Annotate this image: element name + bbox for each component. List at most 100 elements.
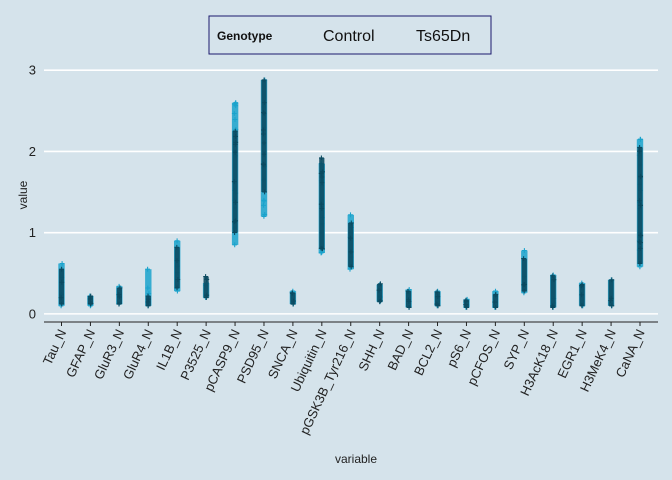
point-control	[348, 212, 353, 218]
point-ts65dn	[406, 297, 411, 303]
point-ts65dn	[637, 148, 642, 154]
point-ts65dn	[434, 301, 440, 307]
point-ts65dn	[59, 279, 65, 285]
point-control	[231, 111, 237, 116]
point-ts65dn	[521, 282, 527, 288]
point-ts65dn	[608, 295, 614, 301]
point-ts65dn	[116, 301, 122, 307]
point-control	[261, 202, 266, 208]
data-column-ts65dn	[290, 292, 296, 305]
point-ts65dn	[637, 261, 643, 266]
data-column-ts65dn	[550, 275, 556, 308]
point-ts65dn	[59, 266, 64, 272]
data-column-ts65dn	[463, 300, 469, 308]
y-tick-label: 1	[29, 225, 36, 240]
point-ts65dn	[348, 264, 354, 270]
data-column-ts65dn	[58, 269, 65, 305]
point-ts65dn	[261, 151, 267, 157]
point-ts65dn	[406, 305, 412, 310]
point-control	[174, 238, 180, 244]
point-ts65dn	[174, 285, 180, 291]
point-ts65dn	[291, 298, 296, 304]
point-ts65dn	[261, 127, 266, 133]
point-ts65dn	[233, 199, 238, 205]
point-ts65dn	[318, 245, 324, 251]
point-ts65dn	[492, 299, 498, 305]
point-ts65dn	[638, 202, 643, 208]
point-ts65dn	[378, 281, 383, 287]
y-tick-label: 0	[29, 306, 36, 321]
point-ts65dn	[261, 77, 267, 83]
point-ts65dn	[58, 295, 64, 301]
point-ts65dn	[493, 292, 498, 298]
point-control	[261, 198, 267, 204]
y-axis-title: value	[16, 180, 30, 209]
point-ts65dn	[233, 134, 238, 139]
point-control	[145, 285, 151, 291]
point-ts65dn	[638, 240, 643, 245]
point-ts65dn	[550, 303, 555, 309]
point-ts65dn	[348, 220, 354, 226]
data-column-ts65dn	[377, 283, 383, 302]
legend-box	[208, 15, 492, 55]
point-ts65dn	[463, 302, 469, 307]
point-ts65dn	[232, 128, 238, 134]
point-ts65dn	[117, 285, 123, 291]
legend-entries: Control Ts65Dn	[323, 28, 470, 45]
point-ts65dn	[319, 174, 325, 180]
point-ts65dn	[204, 292, 210, 298]
point-ts65dn	[550, 273, 556, 279]
point-ts65dn	[551, 277, 557, 283]
point-ts65dn	[493, 305, 499, 310]
data-column-ts65dn	[174, 247, 180, 288]
point-ts65dn	[175, 277, 181, 282]
point-ts65dn	[521, 256, 526, 261]
data-column-ts65dn	[203, 276, 209, 298]
point-ts65dn	[88, 301, 94, 306]
point-control	[232, 242, 238, 248]
point-ts65dn	[290, 290, 295, 296]
point-ts65dn	[260, 161, 266, 167]
data-points	[58, 32, 644, 310]
point-control	[145, 266, 150, 272]
point-control	[146, 291, 152, 296]
point-ts65dn	[262, 189, 267, 195]
legend-label-ts65dn: Ts65Dn	[416, 28, 470, 45]
point-ts65dn	[579, 303, 585, 309]
point-control	[318, 250, 324, 256]
point-control	[232, 117, 238, 122]
data-column-ts65dn	[492, 294, 498, 308]
point-ts65dn	[579, 283, 584, 289]
point-ts65dn	[377, 299, 383, 305]
point-control	[319, 250, 325, 255]
point-ts65dn	[464, 305, 470, 310]
point-ts65dn	[232, 149, 238, 155]
point-ts65dn	[435, 294, 441, 299]
point-ts65dn	[174, 244, 180, 250]
grid	[44, 69, 658, 315]
point-ts65dn	[318, 201, 324, 207]
point-ts65dn	[609, 303, 615, 309]
point-ts65dn	[609, 277, 615, 283]
point-ts65dn	[116, 292, 122, 298]
point-ts65dn	[319, 155, 324, 161]
x-axis-title: variable	[335, 452, 377, 466]
point-ts65dn	[348, 249, 354, 255]
point-ts65dn	[378, 298, 383, 304]
point-ts65dn	[145, 299, 151, 305]
point-ts65dn	[87, 296, 93, 302]
y-tick-label: 3	[29, 63, 36, 78]
y-tick-label: 2	[29, 144, 36, 159]
point-ts65dn	[174, 258, 180, 264]
point-control	[59, 261, 65, 266]
point-control	[638, 137, 643, 142]
point-ts65dn	[261, 140, 267, 146]
point-ts65dn	[579, 292, 585, 298]
point-ts65dn	[637, 239, 643, 245]
legend-label-control: Control	[323, 28, 375, 45]
point-control	[233, 103, 239, 109]
point-ts65dn	[261, 110, 266, 115]
